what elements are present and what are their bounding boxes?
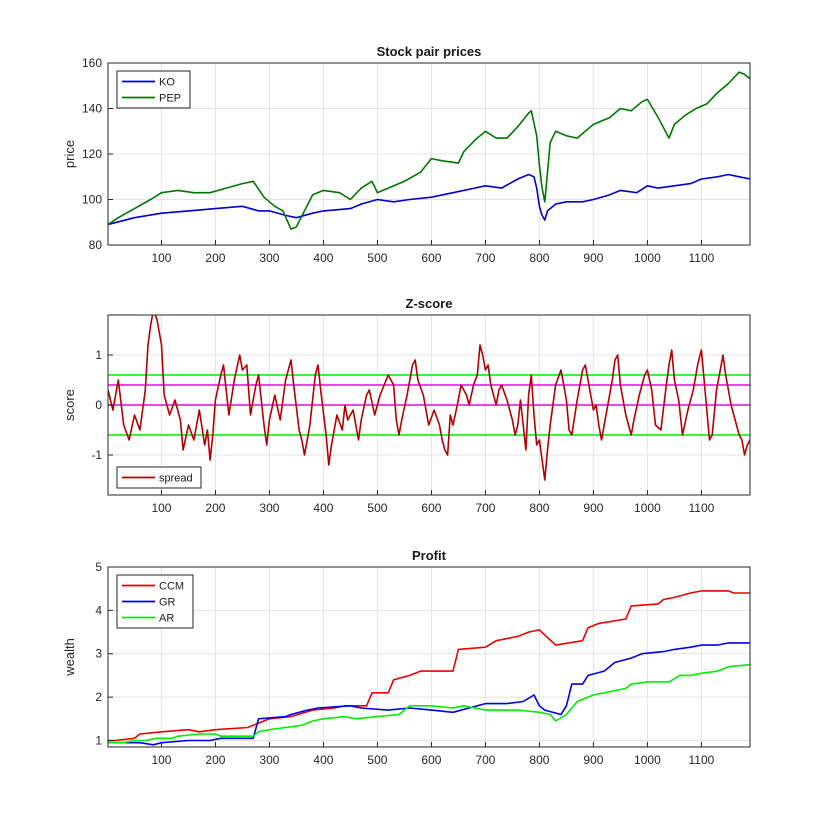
profit-xtick-label: 500: [367, 753, 387, 767]
profit-series-ccm: [108, 590, 750, 742]
profit-title: Profit: [412, 548, 447, 563]
profit-series-ar: [108, 663, 750, 744]
profit-xtick-label: 1100: [688, 753, 714, 767]
profit-ytick-label: 3: [95, 647, 102, 661]
profit-xtick-label: 1000: [634, 753, 661, 767]
profit-xtick-label: 200: [205, 753, 225, 767]
zscore-xtick-label: 600: [421, 501, 441, 515]
zscore-xtick-label: 300: [259, 501, 279, 515]
prices-legend: KO PEP: [116, 70, 191, 109]
prices-ylabel: price: [62, 140, 77, 168]
zscore-ytick-label: -1: [91, 448, 102, 462]
zscore-xtick-label: 200: [205, 501, 225, 515]
prices-legend-label: PEP: [159, 93, 181, 105]
prices-xtick-label: 600: [421, 251, 441, 265]
profit-axes-frame: [107, 566, 751, 748]
prices-xtick-label: 200: [205, 251, 225, 265]
prices-legend-label: KO: [159, 77, 175, 89]
prices-ytick-label: 100: [82, 193, 102, 207]
zscore-ytick-label: 1: [95, 348, 102, 362]
profit-legend-label: CCM: [159, 581, 184, 593]
profit-xtick-label: 600: [421, 753, 441, 767]
prices-series-pep: [108, 71, 750, 230]
zscore-xtick-label: 100: [151, 501, 171, 515]
profit-xtick-label: 100: [151, 753, 171, 767]
profit-chart: 100 200 300 400 500 600 700 800 900 1000 1100 1 2 3 4 5…: [62, 548, 751, 767]
zscore-ylabel: score: [62, 389, 77, 421]
prices-xtick-label: 800: [529, 251, 549, 265]
profit-ytick-label: 5: [95, 560, 102, 574]
profit-ytick-label: 4: [95, 603, 102, 617]
zscore-legend-box: [116, 466, 202, 489]
zscore-xtick-label: 900: [583, 501, 603, 515]
zscore-xtick-label: 700: [475, 501, 495, 515]
profit-xtick-label: 800: [529, 753, 549, 767]
prices-ytick-label: 160: [82, 56, 102, 70]
prices-xtick-label: 700: [475, 251, 495, 265]
zscore-chart: 100 200 300 400 500 600 700 800 900 1000 1100 -1 0 1 Z…: [62, 296, 751, 515]
profit-xtick-label: 900: [583, 753, 603, 767]
prices-xtick-label: 900: [583, 251, 603, 265]
profit-legend-label: AR: [159, 613, 174, 625]
zscore-legend: spread: [116, 466, 202, 489]
zscore-xtick-label: 1000: [634, 501, 661, 515]
prices-title: Stock pair prices: [377, 44, 482, 59]
prices-xtick-label: 1100: [688, 251, 714, 265]
profit-plot-area: [108, 567, 750, 747]
profit-ytick-label: 2: [95, 690, 102, 704]
prices-xtick-label: 1000: [634, 251, 661, 265]
zscore-xtick-label: 500: [367, 501, 387, 515]
profit-series-gr: [108, 642, 750, 746]
profit-ytick-label: 1: [95, 733, 102, 747]
profit-legend: CCM GR AR: [116, 574, 194, 629]
zscore-title: Z-score: [406, 296, 453, 311]
profit-xtick-label: 400: [313, 753, 333, 767]
zscore-legend-label: spread: [159, 473, 193, 485]
prices-ytick-label: 80: [89, 238, 103, 252]
zscore-xtick-label: 400: [313, 501, 333, 515]
profit-xtick-label: 700: [475, 753, 495, 767]
profit-legend-label: GR: [159, 597, 176, 609]
prices-xtick-label: 100: [151, 251, 171, 265]
zscore-series-spread: [108, 315, 750, 481]
zscore-xtick-label: 800: [529, 501, 549, 515]
prices-chart: 100 200 300 400 500 600 700 800 900 1000 1100 80 100…: [62, 44, 751, 265]
profit-xtick-label: 300: [259, 753, 279, 767]
prices-xtick-label: 400: [313, 251, 333, 265]
zscore-xtick-label: 1100: [688, 501, 714, 515]
profit-ylabel: wealth: [62, 638, 77, 677]
prices-xtick-label: 300: [259, 251, 279, 265]
prices-series-ko: [108, 173, 750, 226]
prices-xtick-label: 500: [367, 251, 387, 265]
prices-ytick-label: 120: [82, 147, 102, 161]
prices-ytick-label: 140: [82, 102, 102, 116]
prices-legend-box: [116, 70, 191, 109]
zscore-ytick-label: 0: [95, 398, 102, 412]
